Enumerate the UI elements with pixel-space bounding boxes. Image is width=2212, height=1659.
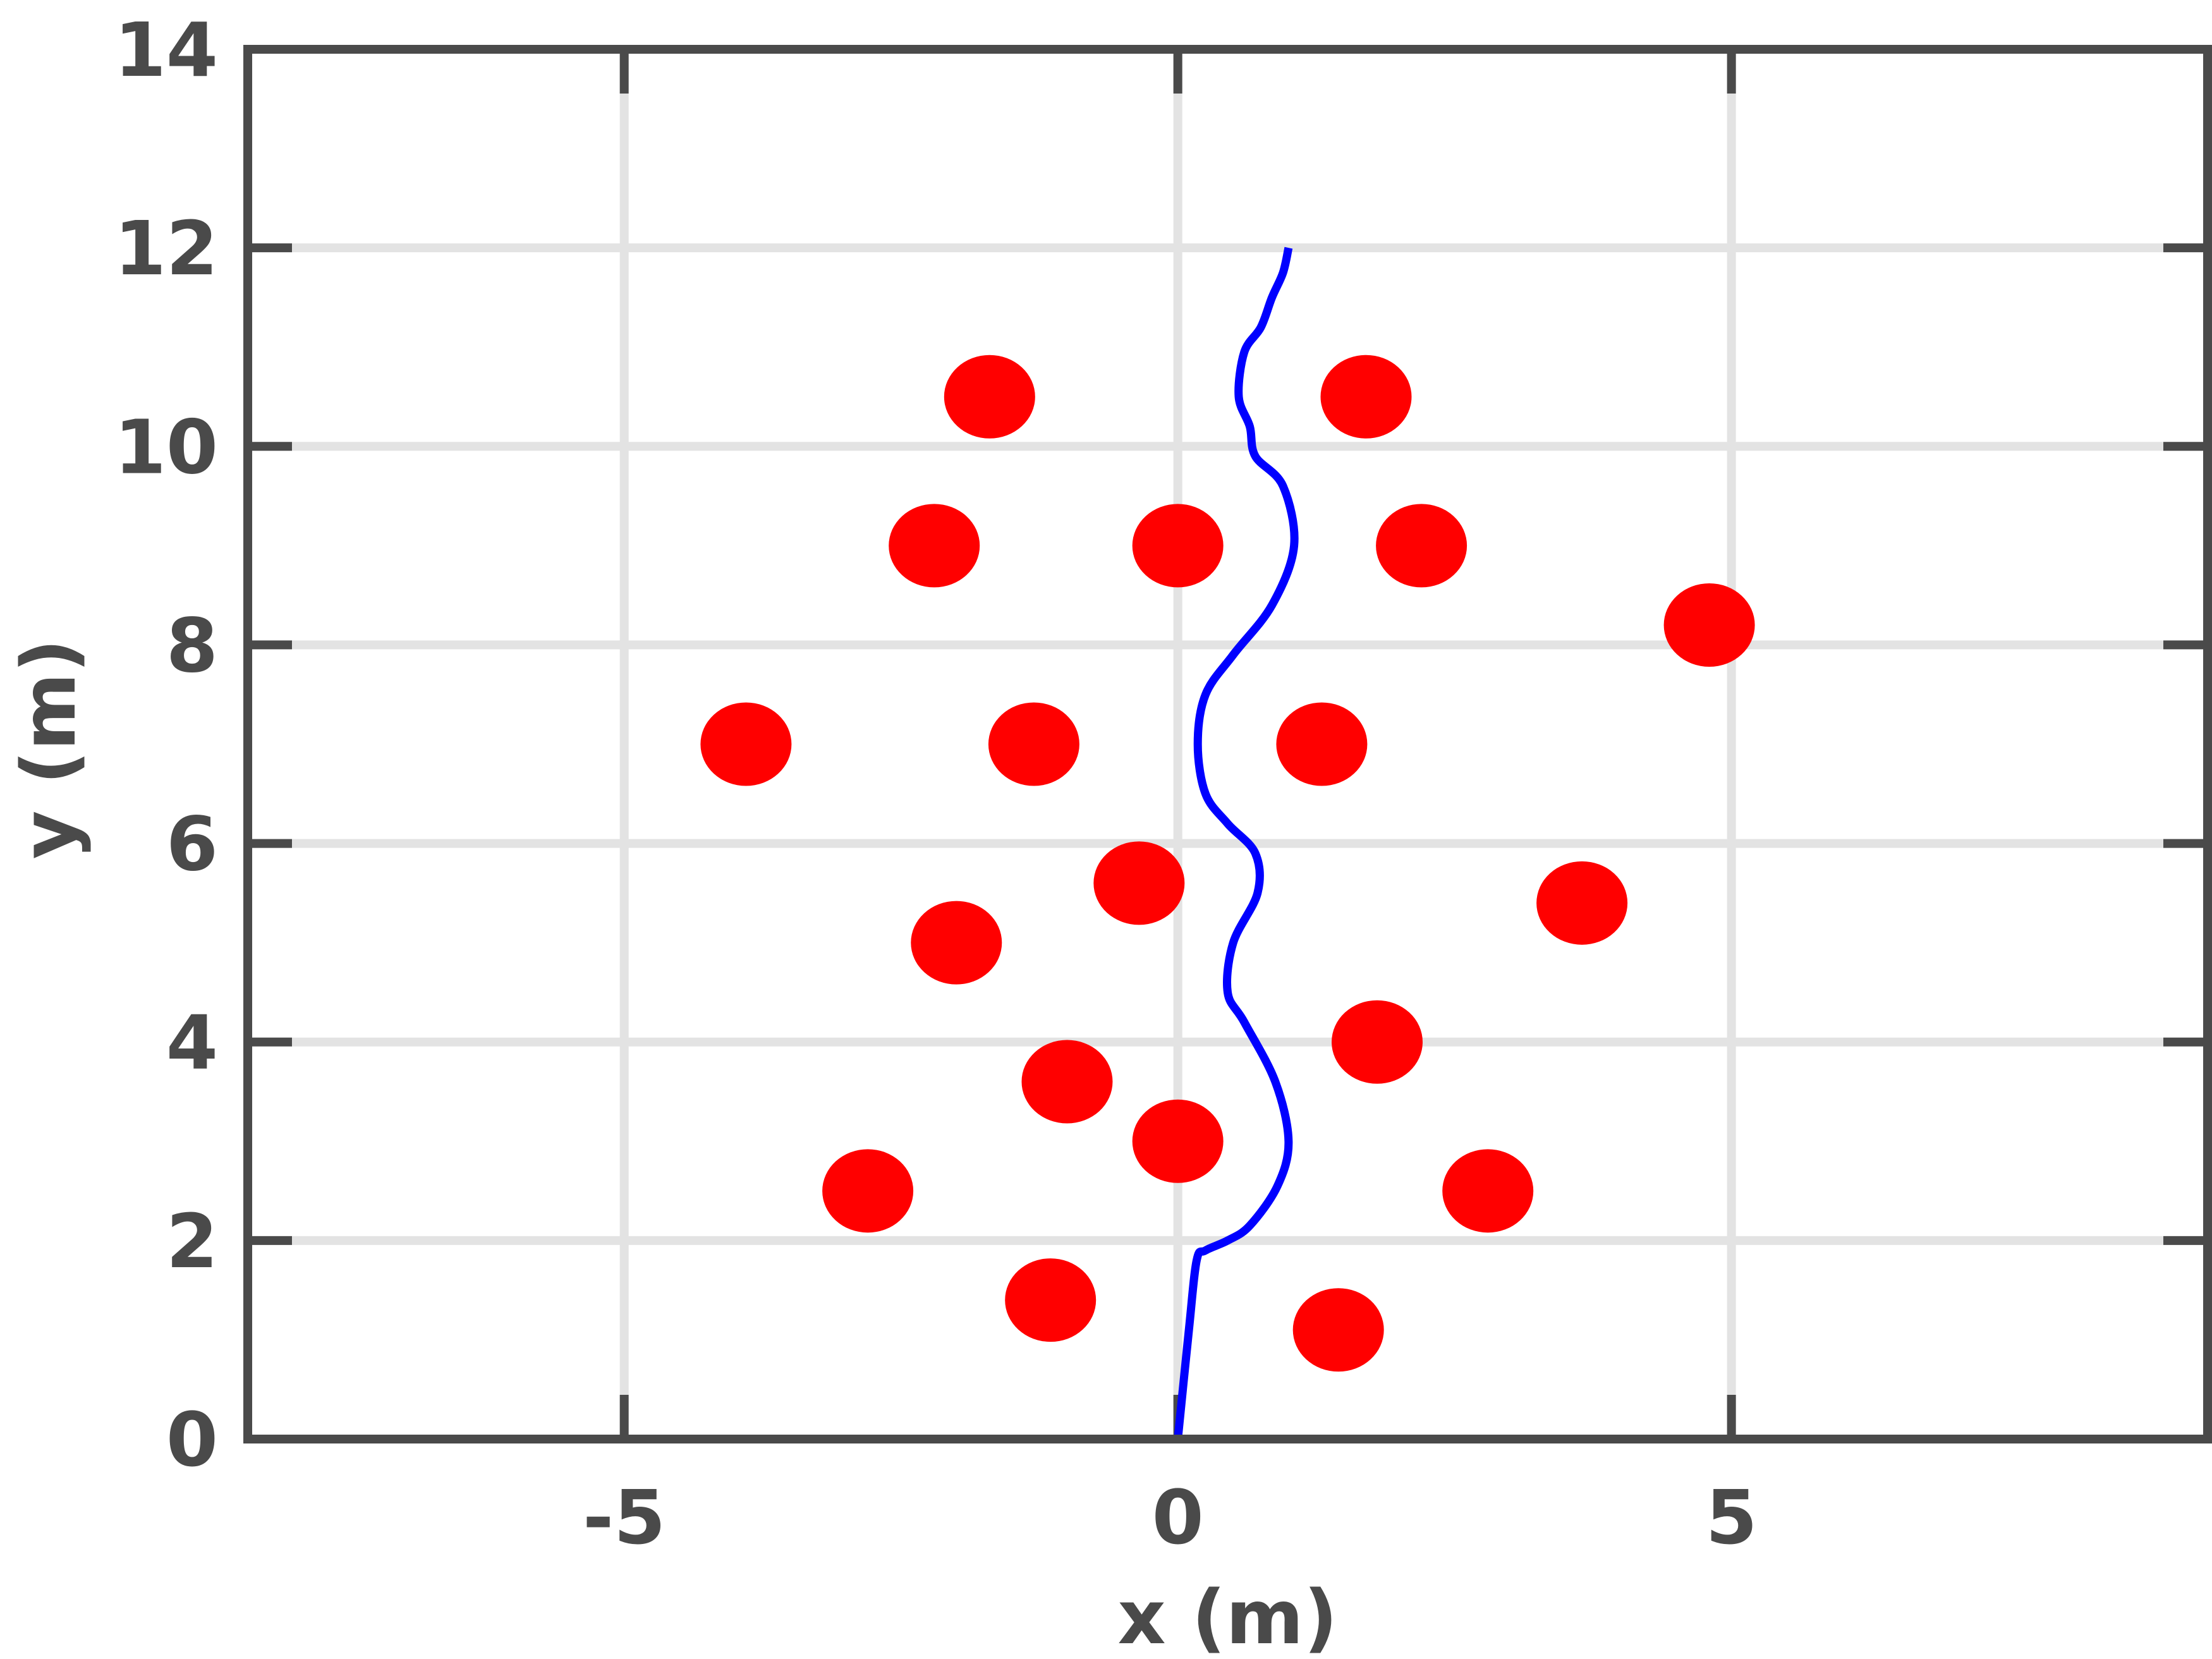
x-tick-labels: -5 0 5 xyxy=(583,1474,1758,1561)
obstacle-point xyxy=(988,702,1079,786)
obstacle-point xyxy=(889,504,980,588)
x-tick-label: -5 xyxy=(583,1474,665,1561)
y-tick-label: 4 xyxy=(166,999,218,1086)
obstacle-point xyxy=(911,901,1002,985)
obstacle-points xyxy=(700,355,1755,1372)
y-tick-label: 0 xyxy=(166,1396,218,1483)
grid xyxy=(248,49,2208,1439)
y-tick-label: 14 xyxy=(114,6,218,94)
x-axis-label: x (m) xyxy=(1117,1574,1337,1659)
obstacle-point xyxy=(1332,1000,1423,1084)
plot-frame xyxy=(243,45,2212,1443)
obstacle-point xyxy=(1663,583,1755,667)
obstacle-point xyxy=(1021,1040,1113,1124)
robot-path-layer xyxy=(1174,246,1299,1440)
obstacle-point xyxy=(944,355,1035,439)
y-tick-label: 10 xyxy=(114,403,218,490)
obstacle-point xyxy=(1376,504,1468,588)
obstacle-point xyxy=(700,702,792,786)
obstacle-point xyxy=(1320,355,1412,439)
obstacle-point xyxy=(1132,504,1224,588)
tick-marks xyxy=(248,49,2208,1439)
obstacle-point xyxy=(822,1149,914,1233)
x-tick-label: 5 xyxy=(1706,1474,1758,1561)
y-tick-label: 12 xyxy=(114,205,218,292)
y-tick-label: 2 xyxy=(166,1198,218,1285)
y-axis-label: y (m) xyxy=(5,639,92,860)
y-tick-label: 6 xyxy=(166,801,218,888)
obstacle-point xyxy=(1005,1258,1097,1342)
y-tick-label: 8 xyxy=(166,602,218,689)
obstacle-point xyxy=(1093,841,1185,925)
robot-path-line xyxy=(1174,246,1299,1440)
obstacle-point xyxy=(1132,1099,1224,1183)
obstacle-point xyxy=(1276,702,1368,786)
obstacle-point xyxy=(1536,861,1628,945)
obstacle-point xyxy=(1442,1149,1534,1233)
obstacle-point xyxy=(1292,1288,1384,1372)
y-tick-labels: 0 2 4 6 8 10 12 14 xyxy=(114,6,218,1483)
x-tick-label: 0 xyxy=(1152,1474,1204,1561)
